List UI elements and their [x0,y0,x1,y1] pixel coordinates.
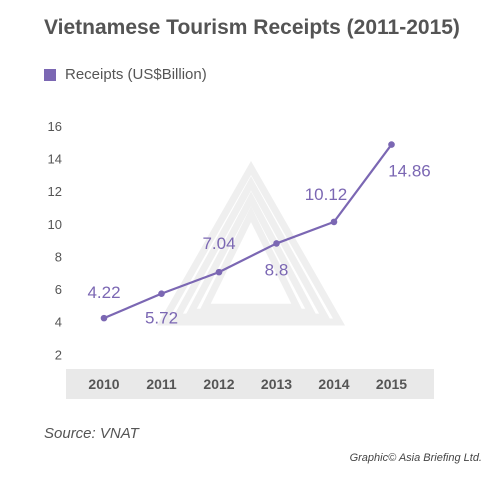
y-tick-label-6: 6 [55,282,62,297]
chart-title: Vietnamese Tourism Receipts (2011-2015) [44,16,460,39]
y-tick-label-10: 10 [48,217,62,232]
y-tick-label-14: 14 [48,152,62,167]
data-label-2010: 4.22 [87,283,120,302]
legend-swatch [44,68,56,81]
watermark-logo [156,160,346,326]
series-line [103,143,393,320]
y-tick-label-4: 4 [55,315,62,330]
data-point-2013 [273,240,280,247]
legend: Receipts (US$Billion) [44,66,207,83]
y-tick-label-8: 8 [55,249,62,264]
x-tick-label-2014: 2014 [318,376,349,392]
x-tick-label-2013: 2013 [261,376,292,392]
y-tick-label-16: 16 [48,119,62,134]
data-point-2012 [215,268,223,276]
data-label-2013: 8.8 [265,260,289,279]
x-tick-label-2012: 2012 [203,376,234,392]
watermark-ring-0 [156,160,346,326]
x-tick-label-2015: 2015 [376,376,407,392]
y-tick-label-2: 2 [55,347,62,362]
y-axis: 2 4 6 8 10 12 14 16 [48,119,62,362]
data-point-2014 [330,218,338,226]
data-point-2011 [158,290,165,297]
data-label-2014: 10.12 [305,185,348,204]
data-point-2015 [388,141,395,148]
data-label-2011: 5.72 [145,309,178,328]
watermark-ring-2 [185,191,317,316]
plot-area: 4.22 5.72 7.04 8.8 10.12 14.86 [87,141,431,328]
watermark-ring-1 [171,176,331,321]
graphic-credit: Graphic© Asia Briefing Ltd. [349,452,482,464]
data-label-2012: 7.04 [202,234,235,253]
data-label-2015: 14.86 [388,162,431,181]
x-tick-label-2010: 2010 [88,376,119,392]
watermark-ring-3 [199,206,303,311]
x-axis: 2010 2011 2012 2013 2014 2015 [88,376,407,392]
x-axis-band [66,369,434,399]
source-note: Source: VNAT [44,425,139,442]
legend-label: Receipts (US$Billion) [65,66,207,83]
y-tick-label-12: 12 [48,184,62,199]
data-point-2010 [100,314,108,322]
x-tick-label-2011: 2011 [146,376,177,392]
